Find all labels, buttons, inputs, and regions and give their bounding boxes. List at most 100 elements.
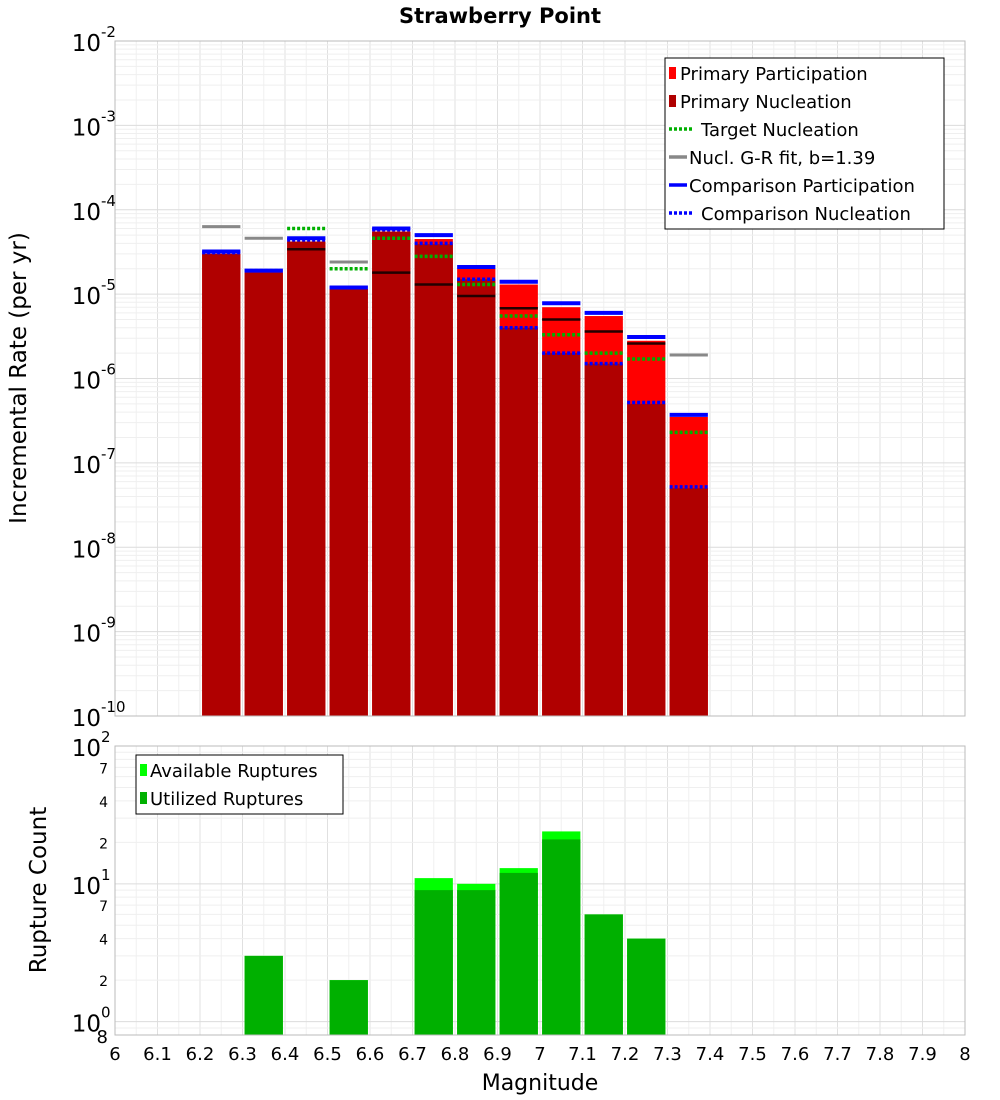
y-tick: 10 0 (72, 1004, 111, 1038)
legend-label: Comparison Nucleation (701, 204, 911, 225)
y-tick-exponent: -3 (101, 107, 116, 125)
y-tick: 10 -6 (72, 361, 116, 395)
nucleation-bar (244, 272, 283, 716)
legend-label: Target Nucleation (700, 120, 859, 141)
nucleation-bar (202, 253, 241, 716)
y-tick-exponent: 0 (101, 1004, 111, 1022)
y-tick-base: 10 (72, 453, 101, 479)
y-tick-exponent: 2 (101, 728, 111, 746)
x-tick-label: 6 (109, 1044, 120, 1065)
y-tick-exponent: -9 (101, 614, 116, 632)
x-tick-label: 7.5 (738, 1044, 767, 1065)
y-tick-exponent: -7 (101, 445, 116, 463)
y-tick-exponent: 1 (101, 866, 111, 884)
y-tick-base: 10 (72, 874, 101, 900)
y-tick-exponent: -8 (101, 529, 116, 547)
y-minor-tick-label: 7 (99, 761, 108, 777)
x-tick-label: 7.1 (568, 1044, 597, 1065)
y-tick: 10 -3 (72, 107, 116, 141)
legend-label: Comparison Participation (689, 176, 915, 197)
legend-swatch (140, 792, 147, 804)
legend-swatch (140, 764, 147, 776)
chart-title: Strawberry Point (399, 4, 601, 28)
y-tick-exponent: -10 (101, 698, 126, 716)
y-minor-tick-label: 4 (99, 933, 108, 949)
x-tick-label: 7.8 (866, 1044, 895, 1065)
bottom-y-axis-label: Rupture Count (26, 807, 52, 973)
rupture-count-bar (499, 872, 538, 1035)
bottom-plot-bars (244, 831, 666, 1035)
y-minor-tick-label: 2 (99, 974, 108, 990)
rupture-count-bar (584, 914, 623, 1035)
y-tick-base: 10 (72, 284, 101, 310)
x-axis-label: Magnitude (482, 1071, 599, 1096)
x-tick-label: 8 (959, 1044, 970, 1065)
y-tick-base: 10 (72, 115, 101, 141)
y-tick-exponent: -5 (101, 276, 116, 294)
x-tick-label: 7.4 (696, 1044, 725, 1065)
y-tick: 10 2 (72, 728, 111, 762)
y-tick: 10 -5 (72, 276, 116, 310)
rupture-count-bar (414, 890, 453, 1035)
y-minor-tick-label: 4 (99, 795, 108, 811)
y-tick-base: 10 (72, 622, 101, 648)
y-tick-base: 10 (72, 736, 101, 762)
y-tick: 10 1 (72, 866, 111, 900)
y-tick-exponent: -6 (101, 361, 116, 379)
legend-item: Primary Nucleation (669, 92, 852, 113)
legend-label: Nucl. G-R fit, b=1.39 (689, 148, 875, 169)
x-tick-label: 7 (534, 1044, 545, 1065)
x-tick-label: 7.3 (653, 1044, 682, 1065)
y-tick-base: 10 (72, 706, 101, 732)
y-tick-exponent: -4 (101, 192, 116, 210)
x-tick-label: 6.4 (271, 1044, 300, 1065)
bottom-plot-legend: Available Ruptures Utilized Ruptures (135, 754, 344, 815)
top-plot-legend: Primary Participation Primary Nucleation T… (664, 57, 945, 230)
x-tick-label: 7.2 (611, 1044, 640, 1065)
nucleation-bar (542, 353, 581, 716)
nucleation-bar (584, 363, 623, 716)
legend-label: Available Ruptures (150, 761, 318, 782)
legend-item: Nucl. G-R fit, b=1.39 (669, 148, 875, 169)
x-tick-label: 7.9 (908, 1044, 937, 1065)
x-tick-label: 6.5 (313, 1044, 342, 1065)
x-tick-label: 6.7 (398, 1044, 427, 1065)
rupture-count-bar (457, 890, 496, 1035)
y-minor-tick-label: 8 (97, 1027, 108, 1048)
y-tick: 10 -8 (72, 529, 116, 563)
nucleation-bar (669, 488, 708, 716)
legend-item: Comparison Participation (669, 176, 915, 197)
y-tick-base: 10 (72, 537, 101, 563)
nucleation-bar (457, 279, 496, 716)
y-tick: 10 -7 (72, 445, 116, 479)
legend-box (135, 754, 344, 815)
x-tick-label: 6.9 (483, 1044, 512, 1065)
y-tick: 10 -9 (72, 614, 116, 648)
rupture-count-bar (244, 955, 283, 1035)
legend-label: Primary Participation (680, 64, 868, 85)
top-plot-y-ticks: 10-210-310-410-510-610-710-810-910-10 (72, 23, 126, 732)
legend-box (664, 57, 945, 230)
legend-item: Primary Participation (669, 64, 868, 85)
y-tick-exponent: -2 (101, 23, 116, 41)
y-tick: 10 -2 (72, 23, 116, 57)
legend-label: Utilized Ruptures (150, 789, 303, 810)
y-tick: 10 -4 (72, 192, 116, 226)
x-tick-label: 7.6 (781, 1044, 810, 1065)
legend-swatch (669, 67, 676, 79)
y-tick-base: 10 (72, 200, 101, 226)
x-axis-ticks: 6 6.1 6.2 6.3 6.4 6.5 6.6 6.7 6.8 6.9 7 7.1 7.2 7.3 7.… (109, 1044, 970, 1065)
x-tick-label: 6.2 (186, 1044, 215, 1065)
top-plot-markers (202, 225, 708, 489)
y-tick-base: 10 (72, 369, 101, 395)
x-tick-label: 6.3 (228, 1044, 257, 1065)
nucleation-bar (499, 327, 538, 716)
legend-item: Utilized Ruptures (140, 789, 303, 810)
legend-swatch (669, 95, 676, 107)
rupture-count-bar (542, 839, 581, 1035)
x-tick-label: 7.7 (823, 1044, 852, 1065)
legend-item: Comparison Nucleation (669, 204, 911, 225)
x-tick-label: 6.6 (356, 1044, 385, 1065)
nucleation-bar (287, 241, 326, 717)
top-y-axis-label: Incremental Rate (per yr) (6, 232, 32, 524)
